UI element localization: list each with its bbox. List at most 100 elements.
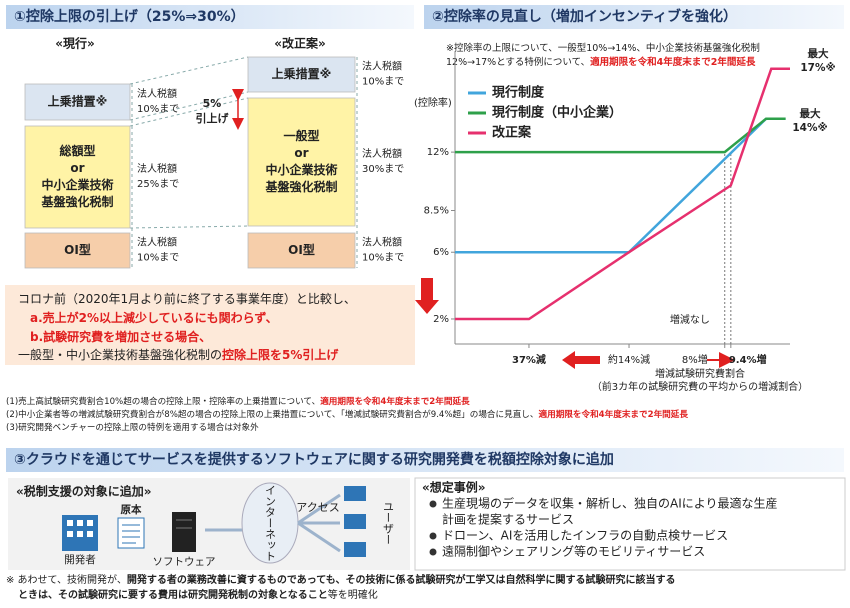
text-part: 控除上限を5%引上げ	[222, 347, 339, 362]
icon-label: 原本	[121, 503, 142, 516]
icon-label: ユーザー	[382, 501, 395, 545]
box-label: 基盤強化税制	[40, 194, 113, 209]
text-part: 開発する者の業務改善に資するものであっても、その技術に係る試験研究が工学又は自然…	[127, 573, 676, 586]
panel	[414, 477, 846, 571]
comparison-line: b.試験研究費を増加させる場合、	[30, 329, 211, 344]
text-part: b.試験研究費を増加させる場合、	[30, 329, 211, 344]
connector	[129, 56, 358, 268]
annotation: 17%※	[800, 62, 835, 74]
limit-label: 10%まで	[137, 103, 179, 115]
note-line: ときは、その試験研究に要する費用は研究開発税制の対象となること等を明確化	[18, 588, 378, 601]
icon-label: 開発者	[64, 553, 96, 566]
target-label: «税制支援の対象に追加»	[16, 484, 152, 499]
box-label: 基盤強化税制	[264, 179, 337, 194]
comparison-line: 一般型・中小企業技術基盤強化税制の控除上限を5%引上げ	[18, 347, 339, 362]
text-part: a.売上が2%以上減少しているにも関わらず、	[30, 310, 278, 325]
annotation: 14%※	[792, 122, 827, 134]
limit-label: 法人税額	[137, 87, 177, 100]
case-line: 計画を提案するサービス	[442, 512, 574, 527]
text-part: 適用期限を令和4年度末まで2年間延長	[320, 395, 470, 407]
limit-label: 30%まで	[362, 163, 404, 175]
text-part: 12%→17%とする特例について、	[446, 56, 590, 68]
box-label: OI型	[64, 242, 91, 257]
tax-box	[24, 83, 131, 121]
building-icon	[62, 515, 98, 551]
footnote: (3)研究開発ベンチャーの控除上限の特例を適用する場合は対象外	[6, 421, 259, 433]
tax-box	[247, 97, 356, 227]
x-axis-label: 増減試験研究費割合	[655, 367, 745, 380]
limit-label: 法人税額	[137, 236, 177, 249]
text-part: 等を明確化	[328, 588, 378, 601]
y-tick-label: 8.5%	[424, 206, 449, 217]
text-part: ※控除率の上限について、一般型10%→14%、中小企業技術基盤強化税制	[446, 42, 760, 54]
text-part: 一般型・中小企業技術基盤強化税制の	[18, 347, 222, 362]
box-label: 総額型	[59, 143, 95, 158]
tax-box	[247, 232, 356, 269]
down-arrow	[415, 278, 439, 314]
cases-title: «想定事例»	[422, 480, 486, 495]
text-part: (1)売上高試験研究費割合10%超の場合の控除上限・控除率の上乗措置について、	[6, 395, 320, 407]
limit-label: 法人税額	[362, 236, 402, 249]
annotation: 最大	[800, 107, 821, 120]
section-title: ①控除上限の引上げ（25%⇒30%）	[14, 8, 245, 25]
legend-label: 現行制度（中小企業）	[492, 105, 622, 121]
column-label: «改正案»	[274, 36, 326, 51]
limit-label: 10%まで	[137, 252, 179, 264]
case-line: 遠隔制御やシェアリング等のモビリティサービス	[442, 544, 705, 559]
text-part: ※ あわせて、技術開発が、	[6, 573, 127, 586]
y-axis-label: (控除率)	[414, 96, 452, 109]
tax-box	[24, 125, 131, 229]
comparison-box	[5, 285, 415, 365]
y-tick-label: 12%	[427, 147, 449, 158]
text-part: 適用期限を令和4年度末まで2年間延長	[590, 56, 756, 68]
series-line	[455, 67, 790, 321]
comparison-line: a.売上が2%以上減少しているにも関わらず、	[30, 310, 278, 325]
box-label: OI型	[288, 242, 315, 257]
tax-box	[247, 56, 356, 93]
note-line: ※ あわせて、技術開発が、開発する者の業務改善に資するものであっても、その技術に…	[6, 573, 675, 586]
y-tick-label: 2%	[433, 314, 449, 325]
header-bar	[6, 448, 844, 472]
box-label: 一般型	[283, 128, 319, 143]
column-label: «現行»	[55, 36, 95, 51]
header-bar	[6, 5, 414, 29]
x-tick-label: 8%増	[682, 353, 708, 366]
case-line: 生産現場のデータを収集・解析し、独自のAIにより最適な生産	[442, 496, 778, 511]
limit-label: 法人税額	[362, 147, 402, 160]
annotation: 最大	[808, 47, 829, 60]
legend-label: 現行制度	[492, 85, 545, 101]
monitor-icon	[344, 486, 366, 557]
icon-label: アクセス	[296, 501, 339, 514]
y-tick-label: 6%	[433, 247, 449, 258]
x-tick-label: 37%減	[512, 353, 546, 366]
tax-box	[24, 232, 131, 269]
footnote: (1)売上高試験研究費割合10%超の場合の控除上限・控除率の上乗措置について、適…	[6, 395, 470, 407]
x-tick-label: 約14%減	[608, 353, 650, 366]
text-part: (3)研究開発ベンチャーの控除上限の特例を適用する場合は対象外	[6, 421, 259, 433]
left-arrow	[562, 351, 600, 369]
server-icon	[172, 512, 196, 552]
bullet	[429, 500, 437, 508]
limit-label: 法人税額	[362, 60, 402, 73]
chart-note: ※控除率の上限について、一般型10%→14%、中小企業技術基盤強化税制	[446, 42, 760, 54]
limit-label: 10%まで	[362, 252, 404, 264]
section-title: ②控除率の見直し（増加インセンティブを強化）	[432, 8, 737, 25]
increase-label: 5%	[203, 97, 222, 110]
limit-label: 10%まで	[362, 76, 404, 88]
text-part: ときは、その試験研究に要する費用は研究開発税制の対象となること	[18, 588, 328, 601]
x-tick-label: 9.4%増	[729, 353, 767, 366]
limit-label: 25%まで	[137, 178, 179, 190]
box-label: 中小企業技術	[265, 162, 337, 177]
case-line: ドローン、AIを活用したインフラの自動点検サービス	[442, 529, 728, 543]
footnote: (2)中小企業者等の増減試験研究費割合が8%超の場合の控除上限の上乗措置について…	[6, 408, 688, 420]
text-part: (2)中小企業者等の増減試験研究費割合が8%超の場合の控除上限の上乗措置について…	[6, 408, 539, 420]
text-part: コロナ前（2020年1月より前に終了する事業年度）と比較し、	[18, 291, 356, 306]
box-label: or	[70, 161, 84, 175]
section-title: ③クラウドを通じてサービスを提供するソフトウェアに関する研究開発費を税額控除対象…	[14, 451, 614, 468]
legend-label: 改正案	[492, 125, 532, 141]
x-axis-note: （前3カ年の試験研究費の平均からの増減割合）	[592, 380, 808, 393]
access-arrows	[205, 493, 341, 553]
comparison-line: コロナ前（2020年1月より前に終了する事業年度）と比較し、	[18, 291, 356, 306]
text-part: 適用期限を令和4年度末まで2年間延長	[539, 408, 689, 420]
